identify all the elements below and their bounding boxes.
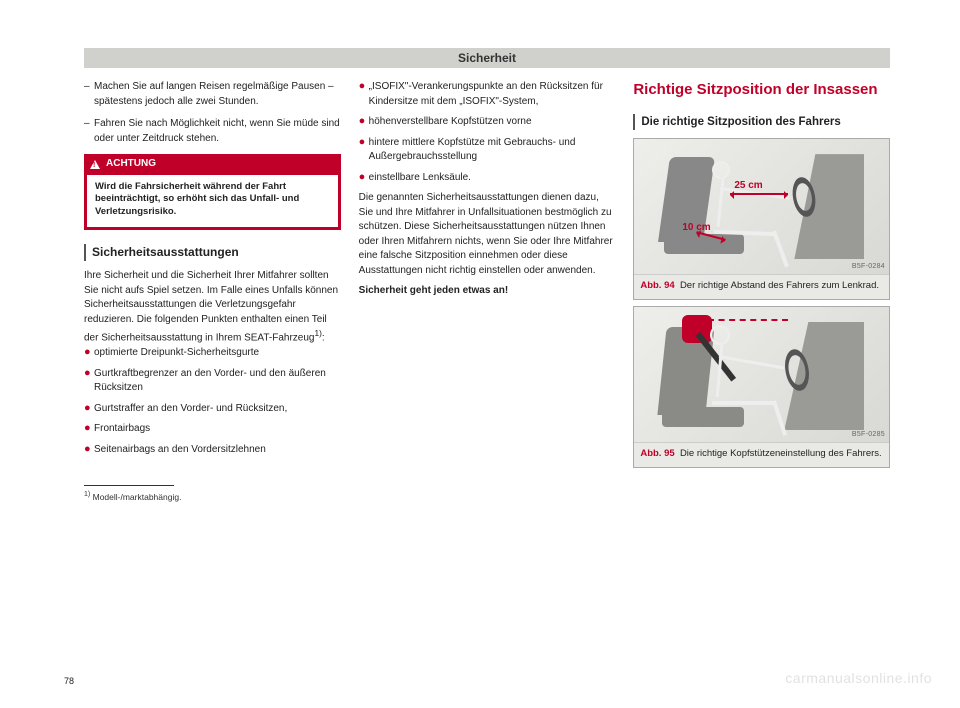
bullet-dot-icon: ●	[84, 346, 94, 361]
header-bar: Sicherheit	[84, 48, 890, 68]
intro-text: Ihre Sicherheit und die Sicherheit Ihrer…	[84, 270, 338, 343]
dot-bullet: ●hintere mittlere Kopfstütze mit Gebrauc…	[359, 136, 616, 165]
sub-heading: Sicherheitsausstattungen	[84, 244, 341, 261]
column-2: ●„ISOFIX"-Verankerungspunkte an den Rück…	[359, 80, 616, 503]
figure-ref: B5F-0284	[852, 262, 885, 272]
footnote-text: Modell-/marktabhängig.	[93, 492, 182, 502]
figure-ref: B5F-0285	[852, 430, 885, 440]
bullet-dot-icon: ●	[84, 443, 94, 458]
footnote: 1) Modell-/marktabhängig.	[84, 490, 341, 503]
dot-bullet: ●höhenverstellbare Kopfstützen vorne	[359, 115, 616, 130]
dot-text: Frontairbags	[94, 422, 341, 437]
dot-text: Seitenairbags an den Vordersitzlehnen	[94, 443, 341, 458]
figure-caption-text: Der richtige Abstand des Fahrers zum Len…	[680, 280, 879, 291]
figure-95-illustration: B5F-0285	[634, 307, 889, 442]
bullet-dot-icon: ●	[84, 367, 94, 396]
column-1: – Machen Sie auf langen Reisen regelmäßi…	[84, 80, 341, 503]
main-heading: Richtige Sitzposition der Insassen	[633, 80, 890, 100]
page-number: 78	[64, 676, 74, 686]
figure-95-caption: Abb. 95 Die richtige Kopfstützeneinstell…	[634, 442, 889, 467]
bullet-dot-icon: ●	[359, 136, 369, 165]
figure-94-illustration: 25 cm 10 cm B5F-0284	[634, 139, 889, 274]
skeleton-shin-shape	[772, 230, 789, 267]
dot-text: einstellbare Lenksäule.	[369, 171, 616, 186]
figure-95: B5F-0285 Abb. 95 Die richtige Kopfstütze…	[633, 306, 890, 468]
dash-bullet: – Machen Sie auf langen Reisen regelmäßi…	[84, 80, 341, 109]
footnote-marker: 1)	[84, 491, 90, 498]
bullet-dot-icon: ●	[359, 115, 369, 130]
dot-text: Gurtkraftbegrenzer an den Vorder- und de…	[94, 367, 341, 396]
skeleton-shin-shape	[772, 400, 787, 435]
warning-triangle-icon	[90, 160, 100, 169]
figure-caption-text: Die richtige Kopfstützeneinstellung des …	[680, 448, 882, 459]
dot-text: Gurtstraffer an den Vorder- und Rücksitz…	[94, 402, 341, 417]
bullet-dot-icon: ●	[84, 402, 94, 417]
skeleton-arm-shape	[719, 355, 785, 369]
warning-head: ACHTUNG	[84, 154, 341, 175]
bullet-dot-icon: ●	[359, 80, 369, 109]
label-25cm: 25 cm	[734, 179, 762, 194]
label-10cm: 10 cm	[682, 221, 710, 236]
seat-base-shape	[662, 407, 744, 427]
watermark: carmanualsonline.info	[785, 670, 932, 686]
sub-heading: Die richtige Sitzposition des Fahrers	[633, 114, 890, 131]
dot-bullet: ●Gurtstraffer an den Vorder- und Rücksit…	[84, 402, 341, 417]
bold-statement: Sicherheit geht jeden etwas an!	[359, 284, 616, 299]
column-3: Richtige Sitzposition der Insassen Die r…	[633, 80, 890, 503]
dot-bullet: ●optimierte Dreipunkt-Sicherheitsgurte	[84, 346, 341, 361]
figure-number: Abb. 95	[640, 448, 674, 459]
dash-icon: –	[84, 80, 94, 109]
intro-end: :	[322, 333, 325, 344]
dot-bullet: ●Gurtkraftbegrenzer an den Vorder- und d…	[84, 367, 341, 396]
safety-paragraph: Die genannten Sicherheitsausstattungen d…	[359, 191, 616, 278]
seat-base-shape	[664, 234, 744, 254]
dash-bullet: – Fahren Sie nach Möglichkeit nicht, wen…	[84, 117, 341, 146]
dash-icon: –	[84, 117, 94, 146]
warning-box: ACHTUNG Wird die Fahrsicherheit während …	[84, 154, 341, 230]
page-header-title: Sicherheit	[458, 51, 516, 65]
page: Sicherheit – Machen Sie auf langen Reise…	[0, 0, 960, 708]
bullet-dot-icon: ●	[359, 171, 369, 186]
dot-bullet: ●einstellbare Lenksäule.	[359, 171, 616, 186]
dot-text: „ISOFIX"-Verankerungspunkte an den Rücks…	[369, 80, 616, 109]
dot-bullet: ●Seitenairbags an den Vordersitzlehnen	[84, 443, 341, 458]
footnote-ref: 1)	[314, 328, 321, 338]
bullet-text: Fahren Sie nach Möglichkeit nicht, wenn …	[94, 117, 341, 146]
figure-94: 25 cm 10 cm B5F-0284 Abb. 94 Der richtig…	[633, 138, 890, 300]
intro-paragraph: Ihre Sicherheit und die Sicherheit Ihrer…	[84, 269, 341, 346]
warning-label: ACHTUNG	[106, 157, 156, 172]
figure-94-caption: Abb. 94 Der richtige Abstand des Fahrers…	[634, 274, 889, 299]
alignment-line	[708, 319, 788, 321]
dot-text: hintere mittlere Kopfstütze mit Gebrauch…	[369, 136, 616, 165]
dot-bullet: ●„ISOFIX"-Verankerungspunkte an den Rück…	[359, 80, 616, 109]
figure-number: Abb. 94	[640, 280, 674, 291]
columns: – Machen Sie auf langen Reisen regelmäßi…	[84, 80, 890, 503]
dot-text: höhenverstellbare Kopfstützen vorne	[369, 115, 616, 130]
bullet-text: Machen Sie auf langen Reisen regelmäßige…	[94, 80, 341, 109]
bullet-dot-icon: ●	[84, 422, 94, 437]
dot-text: optimierte Dreipunkt-Sicherheitsgurte	[94, 346, 341, 361]
dot-bullet: ●Frontairbags	[84, 422, 341, 437]
footnote-rule	[84, 485, 174, 486]
skeleton-thigh-shape	[712, 401, 776, 405]
skeleton-head-shape	[710, 325, 730, 345]
skeleton-head-shape	[712, 161, 730, 179]
warning-body: Wird die Fahrsicherheit während der Fahr…	[84, 175, 341, 230]
